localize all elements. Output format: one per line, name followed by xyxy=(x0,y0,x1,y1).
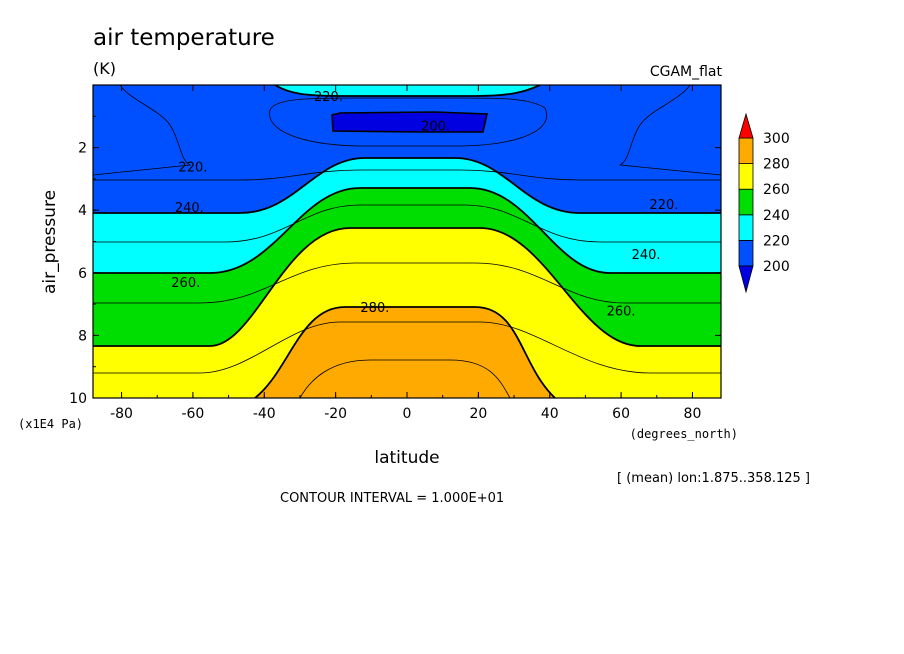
colorbar-swatch xyxy=(738,214,754,241)
contour-labels: 220. 200. 220. 220. 240. 240. 260. 260. 280. xyxy=(171,90,678,319)
y-tick-label: 4 xyxy=(78,203,87,219)
contour-label: 280. xyxy=(360,301,389,316)
x-tick-label: -60 xyxy=(181,406,204,422)
major-contours xyxy=(93,85,721,398)
colorbar-label: 200 xyxy=(763,259,790,275)
colorbar-label: 240 xyxy=(763,208,790,224)
colorbar-swatch xyxy=(738,163,754,190)
colorbar: 200 220 240 260 280 300 xyxy=(738,112,790,294)
contour-label: 200. xyxy=(421,120,450,135)
contour-label: 240. xyxy=(175,201,204,216)
mean-note: [ (mean) lon:1.875..358.125 ] xyxy=(617,471,810,486)
x-tick-label: 60 xyxy=(612,406,630,422)
colorbar-under-arrow xyxy=(738,265,754,294)
x-axis-ticks: -80 -60 -40 -20 0 20 40 60 80 xyxy=(110,85,701,422)
x-axis-label: latitude xyxy=(374,448,439,468)
contour-label: 260. xyxy=(607,304,636,319)
dataset-label: CGAM_flat xyxy=(650,64,723,80)
chart-units: (K) xyxy=(93,59,116,78)
colorbar-swatch xyxy=(738,239,754,267)
colorbar-label: 220 xyxy=(763,233,790,249)
x-tick-label: 80 xyxy=(684,406,702,422)
chart-title: air temperature xyxy=(93,25,275,51)
colorbar-swatch xyxy=(738,137,754,165)
x-tick-label: -80 xyxy=(110,406,133,422)
y-tick-label: 2 xyxy=(78,141,87,157)
y-axis-ticks: 2 4 6 8 10 xyxy=(69,115,721,407)
x-tick-label: 40 xyxy=(541,406,559,422)
y-tick-label: 6 xyxy=(78,266,87,282)
contour-label: 220. xyxy=(178,160,207,175)
colorbar-label: 260 xyxy=(763,182,790,198)
x-tick-label: -20 xyxy=(324,406,347,422)
minor-contours xyxy=(93,85,721,398)
contour-label: 260. xyxy=(171,276,200,291)
colorbar-over-arrow xyxy=(738,112,754,139)
y-axis-units: (x1E4 Pa) xyxy=(18,417,83,431)
x-tick-label: 0 xyxy=(403,406,412,422)
plot-area: 220. 200. 220. 220. 240. 240. 260. 260. 280. xyxy=(93,85,721,398)
colorbar-label: 280 xyxy=(763,157,790,173)
x-tick-label: -40 xyxy=(253,406,276,422)
y-tick-label: 10 xyxy=(69,391,87,407)
y-axis-label: air_pressure xyxy=(40,190,60,294)
y-tick-label: 8 xyxy=(78,328,87,344)
colorbar-swatch xyxy=(738,188,754,216)
band-280-300 xyxy=(255,307,555,398)
colorbar-label: 300 xyxy=(763,131,790,147)
contour-label: 220. xyxy=(649,198,678,213)
x-tick-label: 20 xyxy=(469,406,487,422)
contour-label: 240. xyxy=(632,248,661,263)
band-under-200 xyxy=(331,111,488,133)
x-axis-units: (degrees_north) xyxy=(630,427,738,441)
contour-interval: CONTOUR INTERVAL = 1.000E+01 xyxy=(280,491,504,506)
contour-label: 220. xyxy=(314,90,343,105)
